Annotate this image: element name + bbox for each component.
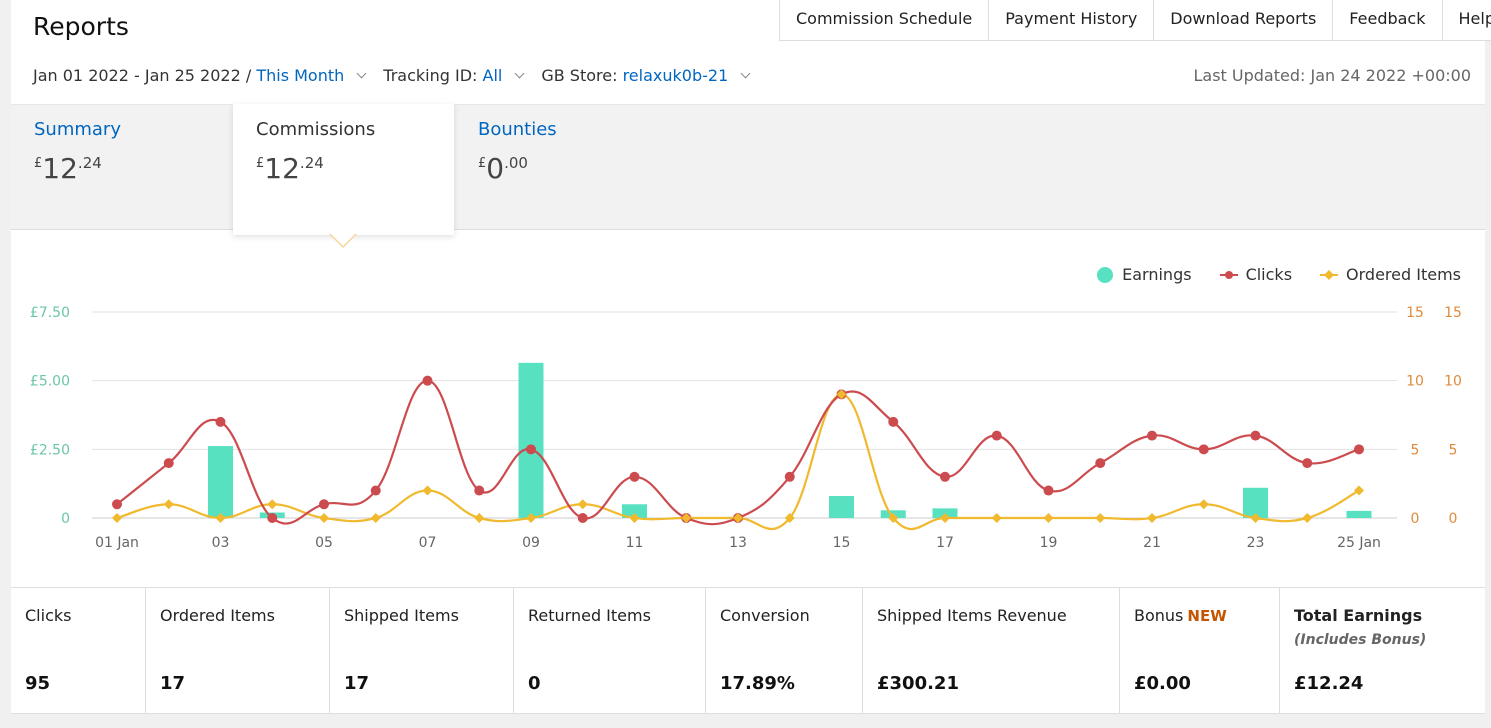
date-range-text: Jan 01 2022 - Jan 25 2022 / [33,66,252,85]
active-tab-pointer-inner [331,234,355,246]
chevron-down-icon[interactable] [514,68,525,79]
payment-history-link[interactable]: Payment History [988,0,1153,40]
tab-label: Commissions [256,119,376,140]
store-dropdown[interactable]: relaxuk0b-21 [622,66,729,85]
date-preset-dropdown[interactable]: This Month [256,66,345,85]
tab-amount: £0.00 [478,152,528,185]
line-circle-icon [1219,270,1238,279]
legend-earnings[interactable]: Earnings [1096,265,1192,284]
stat-shipped-items: Shipped Items 17 [329,588,513,713]
stat-ordered-items: Ordered Items 17 [145,588,329,713]
circle-icon [1097,266,1114,283]
tab-bounties[interactable]: Bounties £0.00 [454,104,676,230]
new-badge: NEW [1187,607,1227,625]
tab-label: Summary [34,119,121,140]
tab-amount: £12.24 [34,152,102,185]
chevron-down-icon[interactable] [740,68,751,79]
tracking-id-label: Tracking ID: [383,66,478,85]
feedback-link[interactable]: Feedback [1332,0,1441,40]
last-updated-text: Last Updated: Jan 24 2022 +00:00 [1193,66,1471,85]
store-label: GB Store: [541,66,618,85]
tab-amount: £12.24 [256,152,324,185]
stat-clicks: Clicks 95 [25,606,72,694]
stat-shipped-revenue: Shipped Items Revenue £300.21 [862,588,1119,713]
legend-clicks[interactable]: Clicks [1219,265,1292,284]
stat-returned-items: Returned Items 0 [513,588,705,713]
legend-ordered-items[interactable]: Ordered Items [1320,265,1461,284]
tab-summary[interactable]: Summary £12.24 [11,104,233,230]
tracking-id-dropdown[interactable]: All [482,66,503,85]
commission-schedule-link[interactable]: Commission Schedule [796,9,973,28]
filter-bar: Jan 01 2022 - Jan 25 2022 / This Month T… [33,66,767,85]
tab-label: Bounties [478,119,557,140]
tab-commissions[interactable]: Commissions £12.24 [233,104,454,248]
help-link[interactable]: Help [1441,0,1491,40]
line-diamond-icon [1320,269,1339,280]
top-links-bar: Commission Schedule Payment History Down… [779,0,1491,41]
stat-bonus: Bonus NEW £0.00 [1119,588,1279,713]
stat-conversion: Conversion 17.89% [705,588,862,713]
stats-row: Clicks 95 Ordered Items 17 Shipped Items… [11,587,1485,714]
chevron-down-icon[interactable] [356,68,367,79]
page-title: Reports [33,12,129,41]
download-reports-link[interactable]: Download Reports [1153,0,1332,40]
chart-legend: Earnings Clicks Ordered Items [1068,265,1461,284]
stat-total-earnings: Total Earnings (Includes Bonus) £12.24 [1279,588,1485,713]
